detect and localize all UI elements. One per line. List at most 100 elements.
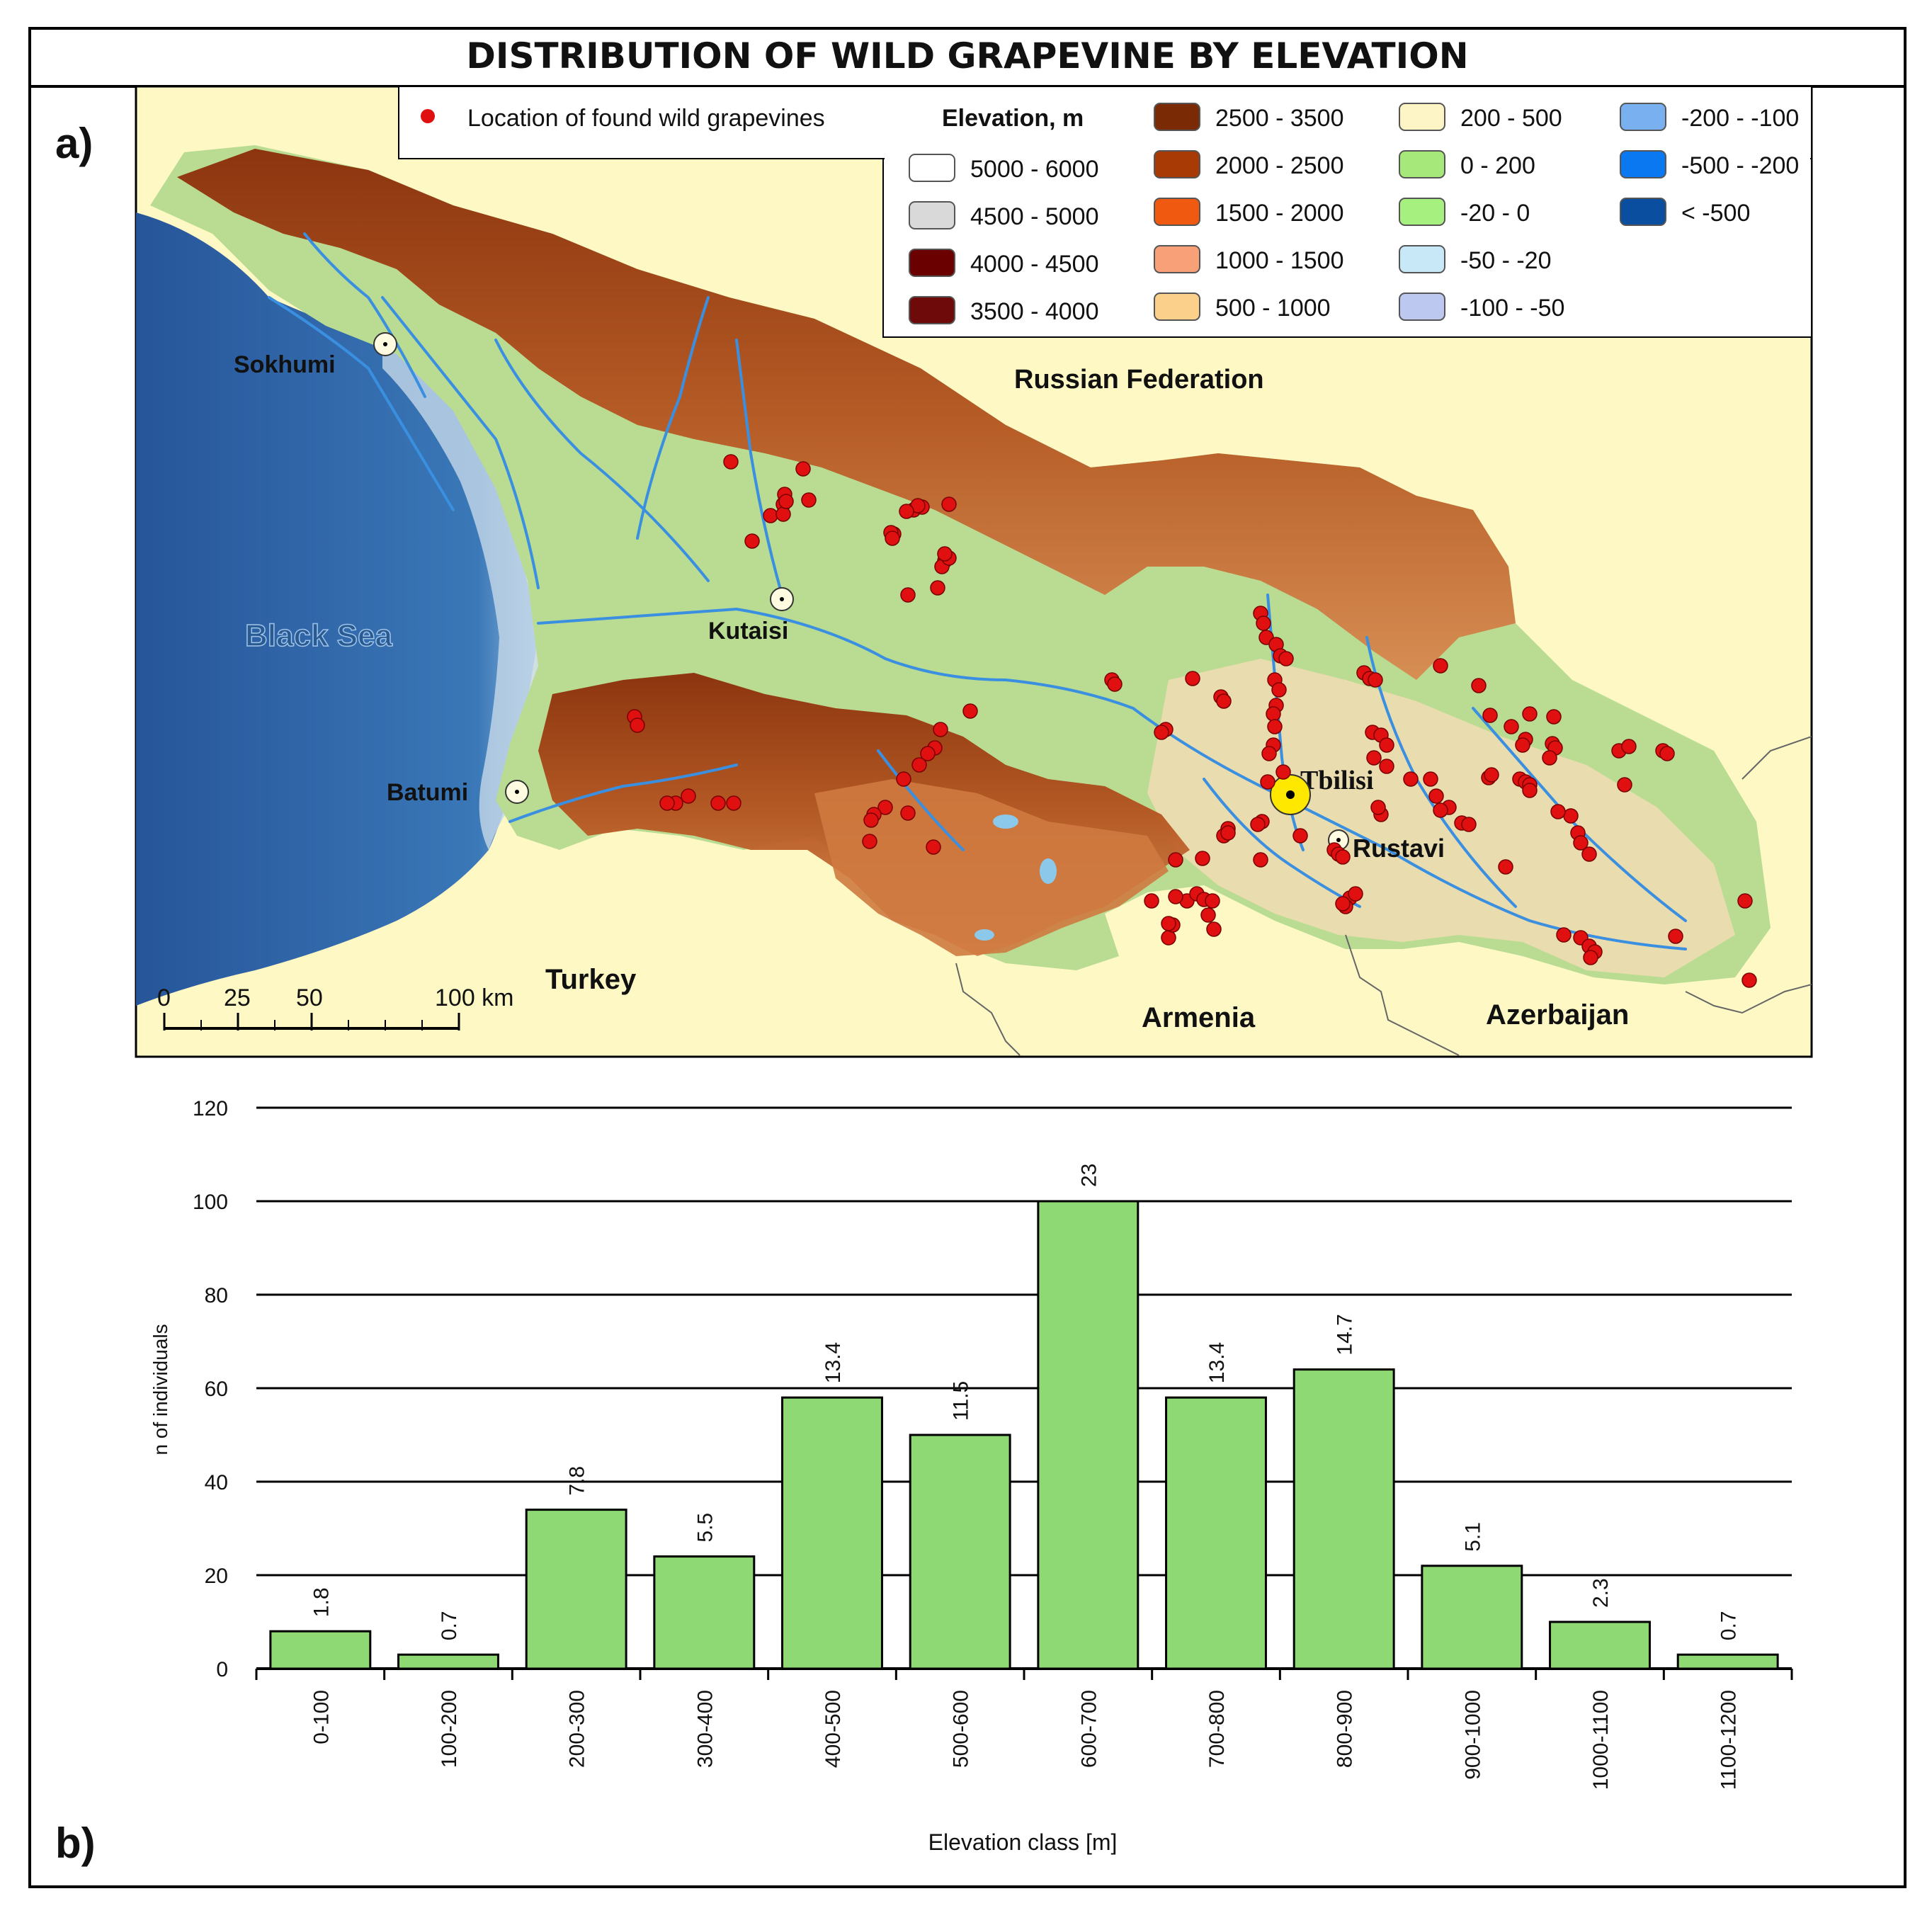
- grapevine-location-marker: [1216, 693, 1232, 709]
- grapevine-location-marker: [1260, 774, 1275, 790]
- lake: [993, 814, 1018, 829]
- legend-swatch: [909, 201, 955, 229]
- grapevine-location-marker: [1168, 889, 1183, 904]
- legend-class-label: 200 - 500: [1460, 105, 1562, 132]
- legend-class-label: 1000 - 1500: [1215, 247, 1344, 274]
- legend-class-label: 500 - 1000: [1215, 295, 1331, 322]
- grapevine-location-marker: [763, 508, 778, 523]
- grapevine-location-marker: [920, 746, 936, 761]
- lake: [1040, 858, 1057, 884]
- grapevine-location-marker: [1484, 767, 1499, 783]
- legend-swatch: [1399, 293, 1445, 321]
- legend-class-label: 3500 - 4000: [970, 298, 1099, 325]
- legend-swatch: [1620, 198, 1666, 226]
- grapevine-location-marker: [1498, 859, 1513, 875]
- grapevine-location-marker: [801, 492, 817, 508]
- grapevine-location-marker: [911, 757, 927, 773]
- legend-class-label: < -500: [1681, 200, 1750, 227]
- grapevine-location-marker: [900, 587, 916, 603]
- label-batumi: Batumi: [387, 779, 468, 806]
- label-tbilisi: Tbilisi: [1300, 766, 1374, 795]
- grapevine-location-marker: [1471, 678, 1487, 693]
- legend-swatch: [1399, 103, 1445, 131]
- grapevine-location-marker: [1348, 886, 1363, 902]
- legend-swatch: [1154, 150, 1200, 178]
- label-russia: Russian Federation: [1014, 365, 1264, 394]
- grapevine-location-marker: [1737, 893, 1753, 909]
- grapevine-location-marker: [899, 504, 914, 519]
- grapevine-location-marker: [926, 839, 941, 855]
- legend-class-label: -200 - -100: [1681, 105, 1799, 132]
- grapevine-location-marker: [1379, 737, 1394, 753]
- grapevine-location-marker: [937, 546, 953, 562]
- grapevine-location-marker: [723, 454, 739, 470]
- grapevine-location-marker: [1515, 737, 1530, 753]
- grapevine-location-marker: [1250, 817, 1266, 832]
- grapevine-location-marker: [1206, 921, 1222, 937]
- grapevine-location-marker: [1556, 927, 1572, 943]
- grapevine-location-marker: [659, 795, 675, 811]
- grapevine-location-marker: [1482, 708, 1498, 723]
- grapevine-location-marker: [862, 834, 877, 849]
- grapevine-location-marker: [795, 461, 811, 477]
- legend-swatch: [1399, 198, 1445, 226]
- elevation-map: Location of found wild grapevines Elevat…: [135, 85, 1813, 1058]
- point-legend-label: Location of found wild grapevines: [467, 105, 825, 132]
- legend-class-label: 2500 - 3500: [1215, 105, 1344, 132]
- grapevine-location-marker: [1335, 896, 1351, 912]
- grapevine-location-marker: [885, 530, 900, 546]
- label-kutaisi: Kutaisi: [708, 618, 788, 645]
- grapevine-location-marker: [1144, 893, 1159, 909]
- grapevine-location-marker: [744, 533, 760, 549]
- grapevine-location-marker: [1261, 746, 1277, 761]
- legend-class-label: -20 - 0: [1460, 200, 1530, 227]
- grapevine-location-marker: [1550, 804, 1566, 819]
- grapevine-location-marker: [933, 722, 948, 737]
- grapevine-location-marker: [1617, 777, 1632, 793]
- grapevine-location-marker: [1370, 800, 1386, 815]
- city-markers: [373, 332, 1349, 851]
- grapevine-location-marker: [681, 788, 696, 804]
- legend-swatch: [1399, 150, 1445, 178]
- grapevine-location-marker: [1366, 750, 1382, 766]
- grapevine-location-marker: [1563, 808, 1579, 824]
- legend-swatch: [909, 296, 955, 324]
- grapevine-location-marker: [1546, 709, 1562, 725]
- scale-tick-50: 50: [296, 984, 323, 1011]
- grapevine-location-marker: [1292, 828, 1308, 844]
- scale-tick-25: 25: [224, 984, 251, 1011]
- grapevine-location-marker: [1542, 750, 1557, 766]
- grapevine-location-marker: [1107, 676, 1123, 692]
- figure-frame: [28, 27, 1907, 1888]
- grapevine-location-marker: [1154, 725, 1169, 740]
- sea-shelf: [382, 333, 540, 850]
- grapevine-location-marker: [1379, 759, 1394, 774]
- legend-right: [882, 158, 1812, 338]
- grapevine-location-marker: [1161, 916, 1176, 931]
- scale-bar: 0 25 50 100 km: [157, 984, 514, 1031]
- grapevine-location-marker: [1461, 817, 1477, 832]
- grapevine-location-marker: [877, 800, 893, 815]
- grapevine-location-marker: [1659, 746, 1675, 761]
- label-sokhumi: Sokhumi: [234, 351, 336, 378]
- grapevine-location-marker: [1220, 825, 1236, 841]
- grapevine-location-marker: [1522, 706, 1538, 722]
- grapevine-location-marker: [1253, 852, 1268, 868]
- legend-swatch: [1620, 150, 1666, 178]
- point-legend-marker: [421, 109, 435, 123]
- legend-swatch: [1154, 245, 1200, 273]
- legend-class-label: 0 - 200: [1460, 152, 1535, 179]
- legend-top: [398, 86, 1812, 159]
- grapevine-location-marker: [1504, 719, 1519, 734]
- label-rustavi: Rustavi: [1353, 834, 1445, 863]
- grapevine-location-marker: [1335, 849, 1351, 865]
- panel-a-label: a): [55, 120, 93, 167]
- grapevine-location-marker: [1195, 851, 1210, 866]
- grapevine-location-marker: [775, 506, 791, 522]
- grapevine-location-marker: [1267, 719, 1283, 734]
- legend-class-label: -500 - -200: [1681, 152, 1799, 179]
- grapevine-location-marker: [1271, 682, 1287, 698]
- grapevine-location-marker: [1185, 671, 1200, 686]
- grapevine-location-marker: [1266, 706, 1281, 722]
- grapevine-location-marker: [1573, 835, 1589, 851]
